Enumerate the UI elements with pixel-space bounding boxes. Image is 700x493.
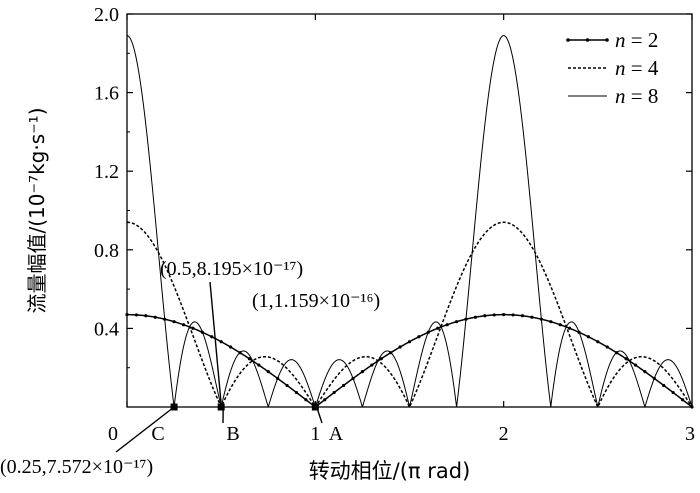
series-point-n2 <box>379 357 383 361</box>
series-point-n2 <box>483 314 487 318</box>
series-point-n2 <box>436 326 440 330</box>
series-point-n2 <box>473 315 478 319</box>
point-annotation-c: (0.25,7.572×10⁻¹⁷) <box>0 456 153 478</box>
series-point-n2 <box>671 390 675 395</box>
point-label-b: B <box>226 423 239 445</box>
y-axis-label: 流量幅值/(10⁻⁷kg·s⁻¹) <box>25 108 49 314</box>
series-point-n2 <box>134 313 139 317</box>
series-point-n2 <box>153 315 157 319</box>
series-line-n2 <box>127 313 692 407</box>
series-point-n2 <box>417 335 421 339</box>
series-line-n4 <box>127 221 692 407</box>
series-point-n2 <box>407 340 412 344</box>
series-point-n2 <box>567 326 572 330</box>
series-line-n8 <box>127 35 692 407</box>
legend-swatch-point <box>585 38 590 42</box>
series-point-n2 <box>558 323 562 327</box>
series-point-n2 <box>643 370 647 374</box>
series-point-n2 <box>624 357 628 361</box>
legend-label-n4: n = 4 <box>615 56 659 80</box>
series-point-n2 <box>210 335 214 339</box>
series-point-n2 <box>257 363 261 367</box>
legend-label-n2: n = 2 <box>615 28 658 52</box>
point-label-a: A <box>329 423 344 445</box>
point-label-c: C <box>151 423 164 445</box>
series-point-n2 <box>586 335 591 339</box>
legend-var: n <box>615 84 626 108</box>
x-axis-label: 转动相位/(π rad) <box>309 459 471 483</box>
legend-value: = 2 <box>626 28 659 52</box>
series-point-n2 <box>549 320 553 324</box>
series-point-n2 <box>172 320 176 324</box>
legend-swatch-point <box>605 38 609 42</box>
y-tick-label: 1.6 <box>94 83 119 105</box>
series-point-n2 <box>294 390 299 395</box>
series-point-n2 <box>520 314 525 318</box>
series-point-n2 <box>605 345 609 349</box>
series-point-n2 <box>191 326 195 330</box>
leader-a <box>316 408 323 424</box>
legend: n = 2n = 4n = 8 <box>566 28 659 108</box>
x-tick-label: 0 <box>108 423 118 445</box>
y-tick-label: 1.2 <box>94 161 119 183</box>
series-point-n2 <box>680 398 685 402</box>
series-point-n2 <box>228 345 233 349</box>
y-tick-label: 0.4 <box>94 318 119 340</box>
series-point-n2 <box>662 383 666 388</box>
legend-value: = 4 <box>626 56 659 80</box>
legend-var: n <box>615 56 626 80</box>
series-point-n2 <box>332 390 336 395</box>
series-point-n2 <box>247 357 252 361</box>
series-point-n2 <box>596 340 600 344</box>
leader-c <box>115 406 175 453</box>
series-point-n2 <box>454 320 459 324</box>
axis-labels: 0.4 0.8 1.2 1.6 2.0 0 1 2 3 转动相位/(π rad) 流量幅值/(10⁻… <box>25 4 695 483</box>
series-point-n2 <box>323 398 327 402</box>
y-tick-label: 0.8 <box>94 240 119 262</box>
x-tick-label: 1 <box>310 423 320 445</box>
leader-b-annot <box>209 281 222 405</box>
legend-label-n8: n = 8 <box>615 84 658 108</box>
series-point-n2 <box>341 383 346 388</box>
series-point-n2 <box>266 370 270 374</box>
series-point-n2 <box>445 323 449 327</box>
annotations: A (1,1.159×10⁻¹⁶) B (0.5,8.195×10⁻¹⁷) C (0.25… <box>0 258 380 478</box>
series-point-n2 <box>370 363 374 367</box>
y-tick-label: 2.0 <box>94 4 119 26</box>
axes <box>126 13 693 408</box>
point-annotation-a: (1,1.159×10⁻¹⁶) <box>252 290 380 312</box>
legend-swatch-point <box>566 38 570 42</box>
chart-marks <box>125 35 694 411</box>
legend-var: n <box>615 28 626 52</box>
series-point-n2 <box>219 340 223 344</box>
x-tick-label: 2 <box>499 423 509 445</box>
series-point-n2 <box>530 315 534 319</box>
series-point-n2 <box>360 370 365 374</box>
series-point-n2 <box>492 313 496 317</box>
series-point-n2 <box>502 313 506 317</box>
point-annotation-b: (0.5,8.195×10⁻¹⁷) <box>160 258 303 280</box>
series-point-n2 <box>398 345 402 349</box>
series-point-n2 <box>633 363 638 367</box>
series-point-n2 <box>304 398 308 402</box>
legend-value: = 8 <box>626 84 659 108</box>
x-tick-label: 3 <box>685 423 695 445</box>
series-point-n2 <box>285 383 289 388</box>
series-point-n2 <box>181 323 186 327</box>
series-point-n2 <box>144 314 148 318</box>
series-point-n2 <box>511 313 515 317</box>
